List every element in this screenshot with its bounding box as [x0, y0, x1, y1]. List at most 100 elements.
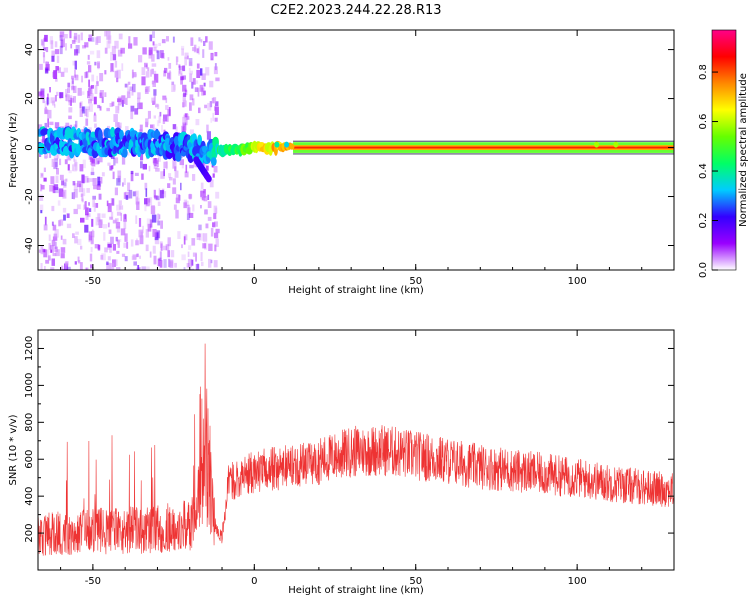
noise-cell: [106, 40, 111, 49]
noise-cell: [153, 70, 157, 80]
noise-cell: [111, 101, 115, 107]
snr-x-tick-label: -50: [85, 576, 101, 587]
noise-cell: [201, 73, 206, 80]
noise-cell: [82, 159, 86, 169]
noise-cell: [100, 177, 103, 184]
noise-cell: [162, 118, 166, 124]
noise-cell: [139, 124, 143, 132]
noise-cell: [53, 161, 58, 170]
noise-cell: [158, 42, 161, 46]
noise-cell: [41, 185, 45, 190]
noise-cell: [213, 66, 218, 75]
noise-cell: [130, 173, 134, 182]
noise-cell: [162, 95, 167, 100]
noise-cell: [147, 67, 150, 72]
noise-cell: [189, 129, 194, 134]
noise-cell: [186, 204, 190, 214]
noise-cell: [60, 253, 65, 259]
noise-cell: [159, 251, 162, 260]
noise-cell: [62, 238, 67, 245]
noise-cell: [140, 151, 144, 161]
spectrogram-x-tick-label: 50: [409, 276, 422, 287]
noise-cell: [115, 222, 121, 229]
noise-cell: [94, 112, 96, 116]
noise-cell: [134, 108, 139, 115]
noise-cell: [40, 90, 44, 99]
noise-cell: [81, 174, 85, 184]
noise-cell: [73, 192, 76, 200]
noise-cell: [172, 269, 177, 270]
noise-cell: [193, 161, 198, 168]
noise-cell: [72, 164, 75, 172]
noise-cell: [173, 162, 175, 169]
noise-cell: [52, 71, 54, 78]
noise-cell: [167, 57, 170, 61]
noise-cell: [73, 189, 78, 198]
noise-cell: [89, 178, 95, 182]
noise-cell: [139, 255, 141, 259]
noise-cell: [111, 165, 114, 170]
noise-cell: [116, 77, 119, 83]
noise-cell: [174, 262, 177, 268]
noise-cell: [201, 87, 205, 96]
noise-cell: [96, 50, 101, 59]
noise-cell: [152, 124, 155, 133]
noise-cell: [191, 81, 194, 89]
noise-cell: [198, 233, 204, 241]
noise-cell: [106, 261, 109, 265]
noise-cell: [169, 70, 171, 80]
noise-cell: [132, 72, 137, 78]
noise-cell: [116, 211, 122, 216]
colorbar-gradient: [711, 29, 737, 271]
noise-cell: [45, 259, 50, 264]
noise-cell: [180, 76, 184, 81]
noise-cell: [138, 218, 142, 227]
spectrogram-panel: -50 0 50 100 -40 -20 0 20 40 Height of straight …: [8, 29, 675, 296]
noise-cell: [184, 113, 188, 118]
noise-cell: [117, 49, 123, 57]
noise-cell: [130, 239, 134, 247]
noise-cell: [178, 65, 184, 71]
noise-cell: [175, 126, 178, 135]
noise-cell: [112, 54, 117, 61]
noise-cell: [165, 97, 168, 103]
noise-cell: [114, 70, 119, 78]
noise-cell: [68, 170, 72, 174]
noise-cell: [48, 242, 51, 250]
snr-x-axis-label: Height of straight line (km): [288, 585, 424, 596]
noise-cell: [120, 47, 125, 54]
noise-cell: [138, 55, 143, 63]
noise-cell: [214, 221, 218, 227]
noise-cell: [117, 239, 120, 248]
noise-cell: [99, 106, 102, 111]
noise-cell: [188, 194, 193, 199]
noise-cell: [96, 81, 99, 87]
noise-cell: [42, 135, 45, 143]
noise-cell: [83, 176, 89, 183]
noise-cell: [99, 92, 103, 99]
noise-cell: [47, 256, 51, 261]
noise-cell: [65, 89, 68, 98]
noise-cell: [49, 121, 54, 126]
noise-cell: [209, 179, 214, 188]
noise-cell: [91, 37, 95, 42]
noise-cell: [185, 164, 188, 173]
noise-cell: [153, 206, 156, 215]
noise-cell: [196, 63, 200, 69]
spectrogram-x-tick-label: -50: [85, 276, 101, 287]
noise-cell: [51, 55, 55, 62]
noise-cell: [148, 198, 151, 203]
noise-cell: [94, 85, 98, 94]
noise-cell: [137, 102, 139, 110]
noise-cell: [183, 202, 187, 209]
noise-cell: [81, 106, 86, 114]
noise-cell: [171, 84, 176, 92]
noise-cell: [45, 61, 48, 65]
noise-cell: [200, 190, 205, 197]
noise-cell: [88, 103, 93, 112]
noise-cell: [154, 195, 158, 200]
noise-cell: [71, 78, 74, 84]
noise-cell: [84, 201, 87, 209]
noise-cell: [137, 97, 141, 103]
noise-cell: [145, 244, 149, 252]
